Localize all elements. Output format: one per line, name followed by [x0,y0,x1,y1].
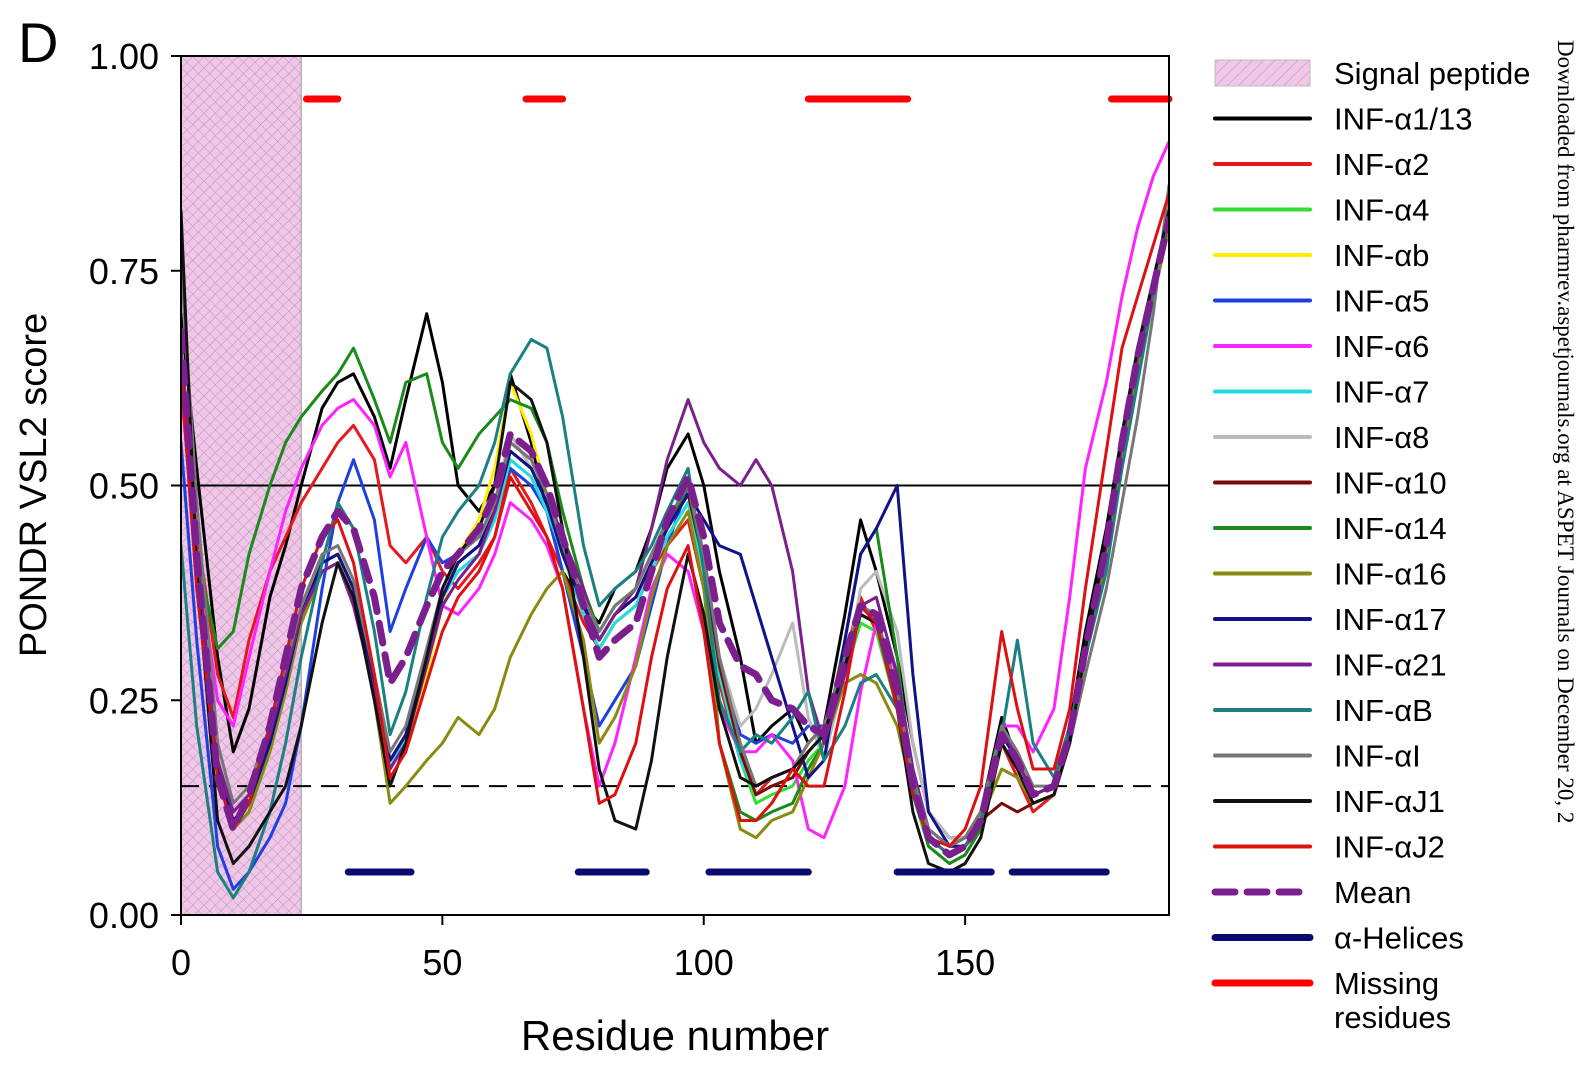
legend-label-8: INF-α8 [1334,420,1429,455]
legend-label-6: INF-α6 [1334,329,1429,364]
x-tick-label-2: 100 [674,942,734,983]
legend-label-15: INF-αI [1334,739,1421,774]
y-tick-label-0: 0.00 [89,895,159,936]
legend-label-11: INF-α16 [1334,557,1447,592]
series-lines [181,140,1169,900]
y-axis-label: PONDR VSL2 score [13,313,55,657]
legend-label-1: INF-α1/13 [1334,102,1473,137]
legend-swatch-0 [1214,59,1311,87]
legend-label-7: INF-α7 [1334,375,1429,410]
legend-label-9: INF-α10 [1334,466,1447,501]
legend: Signal peptide INF-α1/13 INF-α2 INF-α4 INF-α… [1211,56,1531,1035]
series-line-inf-j1-15 [181,209,1169,874]
series-line-inf-i-14 [181,183,1169,848]
download-watermark: Downloaded from pharmrev.aspetjournals.o… [1553,40,1578,824]
series-line-mean-17 [181,215,1169,859]
legend-label-4: INF-αb [1334,238,1429,273]
series-line-inf-j2-16 [181,191,1169,848]
legend-label-16: INF-αJ1 [1334,784,1445,819]
series-line-inf-21-12 [181,217,1169,848]
x-axis-label: Residue number [521,1012,829,1059]
legend-label-20: Missing residues [1334,966,1451,1035]
legend-label-10: INF-α14 [1334,511,1447,546]
y-tick-label-2: 0.50 [89,466,159,507]
legend-label-2: INF-α2 [1334,147,1429,182]
legend-label-3: INF-α4 [1334,193,1429,228]
y-tick-label-3: 0.75 [89,251,159,292]
series-line-inf-17-11 [181,217,1169,848]
y-tick-label-1: 0.25 [89,680,159,721]
y-tick-label-4: 1.00 [89,36,159,77]
legend-label-18: Mean [1334,875,1412,910]
legend-label-14: INF-αB [1334,693,1433,728]
axis-ticks: 0.00 0.25 0.50 0.75 1.00 0 50 100 150 [89,36,995,983]
segment-bars [302,95,1173,876]
series-line-inf-6-5 [181,140,1169,848]
x-tick-label-3: 150 [935,942,995,983]
legend-label-19: α-Helices [1334,921,1464,956]
x-tick-label-0: 0 [171,942,191,983]
legend-label-12: INF-α17 [1334,602,1447,637]
series-line-inf-2-1 [181,226,1169,848]
panel-label: D [18,11,58,74]
legend-label-17: INF-αJ2 [1334,830,1445,865]
legend-label-5: INF-α5 [1334,284,1429,319]
legend-label-0: Signal peptide [1334,56,1531,91]
x-tick-label-1: 50 [422,942,462,983]
legend-label-13: INF-α21 [1334,648,1447,683]
